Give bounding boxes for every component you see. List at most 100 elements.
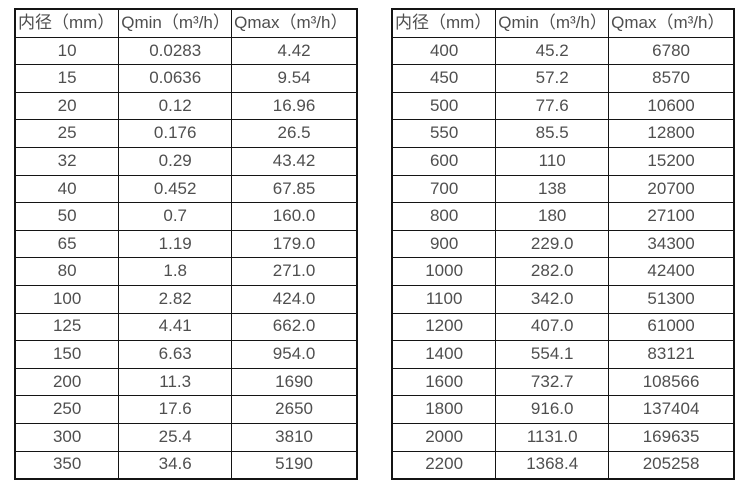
table-row: 1400 554.1 83121 bbox=[391, 340, 735, 369]
table-cell: 271.0 bbox=[231, 257, 358, 286]
table-cell: 83121 bbox=[608, 340, 735, 369]
table-cell: 229.0 bbox=[495, 229, 610, 259]
table-cell: 20 bbox=[14, 91, 120, 121]
table-row: 1800 916.0 137404 bbox=[391, 395, 735, 424]
table-cell: 125 bbox=[14, 312, 120, 342]
table-cell: 26.5 bbox=[231, 119, 358, 148]
table-cell: 51300 bbox=[608, 284, 735, 314]
column-header-diameter: 内径（mm） bbox=[14, 8, 120, 38]
table-cell: 1800 bbox=[391, 395, 497, 424]
table-row: 450 57.2 8570 bbox=[391, 64, 735, 93]
table-cell: 15200 bbox=[608, 146, 735, 176]
table-cell: 169635 bbox=[608, 422, 735, 452]
table-row: 80 1.8 271.0 bbox=[14, 257, 358, 286]
table-row: 1100 342.0 51300 bbox=[391, 284, 735, 314]
table-cell: 8570 bbox=[608, 64, 735, 93]
table-cell: 732.7 bbox=[495, 367, 610, 397]
table-body: 10 0.0283 4.42 15 0.0636 9.54 20 0.12 16.96 25 0.1… bbox=[14, 36, 358, 480]
table-row: 600 110 15200 bbox=[391, 146, 735, 176]
table-cell: 2200 bbox=[391, 450, 497, 480]
table-row: 32 0.29 43.42 bbox=[14, 146, 358, 176]
table-row: 350 34.6 5190 bbox=[14, 450, 358, 480]
table-cell: 1.19 bbox=[118, 229, 233, 259]
table-body: 400 45.2 6780 450 57.2 8570 500 77.6 10600 550 85.… bbox=[391, 36, 735, 480]
table-row: 500 77.6 10600 bbox=[391, 91, 735, 121]
table-cell: 20700 bbox=[608, 174, 735, 204]
table-cell: 1131.0 bbox=[495, 422, 610, 452]
table-cell: 100 bbox=[14, 284, 120, 314]
table-row: 65 1.19 179.0 bbox=[14, 229, 358, 259]
table-cell: 1690 bbox=[231, 367, 358, 397]
table-cell: 1368.4 bbox=[495, 450, 610, 480]
table-row: 1200 407.0 61000 bbox=[391, 312, 735, 342]
table-cell: 800 bbox=[391, 202, 497, 231]
table-cell: 424.0 bbox=[231, 284, 358, 314]
table-cell: 40 bbox=[14, 174, 120, 204]
table-cell: 700 bbox=[391, 174, 497, 204]
table-cell: 0.452 bbox=[118, 174, 233, 204]
table-header-row: 内径（mm） Qmin（m³/h） Qmax（m³/h） bbox=[391, 8, 735, 38]
table-row: 50 0.7 160.0 bbox=[14, 202, 358, 231]
table-cell: 2.82 bbox=[118, 284, 233, 314]
column-header-qmax: Qmax（m³/h） bbox=[231, 8, 358, 38]
table-row: 40 0.452 67.85 bbox=[14, 174, 358, 204]
column-header-diameter: 内径（mm） bbox=[391, 8, 497, 38]
table-cell: 180 bbox=[495, 202, 610, 231]
table-cell: 61000 bbox=[608, 312, 735, 342]
table-cell: 0.29 bbox=[118, 146, 233, 176]
table-cell: 500 bbox=[391, 91, 497, 121]
table-cell: 138 bbox=[495, 174, 610, 204]
table-cell: 250 bbox=[14, 395, 120, 424]
table-cell: 200 bbox=[14, 367, 120, 397]
table-cell: 67.85 bbox=[231, 174, 358, 204]
column-header-qmin: Qmin（m³/h） bbox=[118, 8, 233, 38]
table-cell: 85.5 bbox=[495, 119, 610, 148]
table-cell: 43.42 bbox=[231, 146, 358, 176]
table-cell: 1100 bbox=[391, 284, 497, 314]
table-cell: 137404 bbox=[608, 395, 735, 424]
table-cell: 0.0283 bbox=[118, 36, 233, 66]
table-cell: 27100 bbox=[608, 202, 735, 231]
table-cell: 407.0 bbox=[495, 312, 610, 342]
table-cell: 34300 bbox=[608, 229, 735, 259]
table-cell: 11.3 bbox=[118, 367, 233, 397]
table-cell: 10600 bbox=[608, 91, 735, 121]
table-cell: 179.0 bbox=[231, 229, 358, 259]
table-cell: 50 bbox=[14, 202, 120, 231]
table-cell: 350 bbox=[14, 450, 120, 480]
table-row: 900 229.0 34300 bbox=[391, 229, 735, 259]
table-header: 内径（mm） Qmin（m³/h） Qmax（m³/h） bbox=[14, 8, 358, 38]
table-cell: 1000 bbox=[391, 257, 497, 286]
table-cell: 15 bbox=[14, 64, 120, 93]
table-cell: 554.1 bbox=[495, 340, 610, 369]
table-row: 100 2.82 424.0 bbox=[14, 284, 358, 314]
table-cell: 1200 bbox=[391, 312, 497, 342]
table-row: 2000 1131.0 169635 bbox=[391, 422, 735, 452]
table-cell: 32 bbox=[14, 146, 120, 176]
table-header-row: 内径（mm） Qmin（m³/h） Qmax（m³/h） bbox=[14, 8, 358, 38]
table-cell: 42400 bbox=[608, 257, 735, 286]
table-cell: 4.42 bbox=[231, 36, 358, 66]
table-row: 2200 1368.4 205258 bbox=[391, 450, 735, 480]
table-cell: 1.8 bbox=[118, 257, 233, 286]
table-row: 125 4.41 662.0 bbox=[14, 312, 358, 342]
table-row: 20 0.12 16.96 bbox=[14, 91, 358, 121]
table-cell: 400 bbox=[391, 36, 497, 66]
table-cell: 108566 bbox=[608, 367, 735, 397]
table-cell: 4.41 bbox=[118, 312, 233, 342]
table-cell: 12800 bbox=[608, 119, 735, 148]
table-cell: 282.0 bbox=[495, 257, 610, 286]
table-row: 700 138 20700 bbox=[391, 174, 735, 204]
column-header-qmin: Qmin（m³/h） bbox=[495, 8, 610, 38]
table-row: 10 0.0283 4.42 bbox=[14, 36, 358, 66]
table-cell: 160.0 bbox=[231, 202, 358, 231]
table-cell: 0.12 bbox=[118, 91, 233, 121]
table-row: 25 0.176 26.5 bbox=[14, 119, 358, 148]
table-cell: 34.6 bbox=[118, 450, 233, 480]
table-cell: 110 bbox=[495, 146, 610, 176]
column-header-qmax: Qmax（m³/h） bbox=[608, 8, 735, 38]
table-cell: 5190 bbox=[231, 450, 358, 480]
table-cell: 10 bbox=[14, 36, 120, 66]
table-cell: 17.6 bbox=[118, 395, 233, 424]
table-cell: 916.0 bbox=[495, 395, 610, 424]
